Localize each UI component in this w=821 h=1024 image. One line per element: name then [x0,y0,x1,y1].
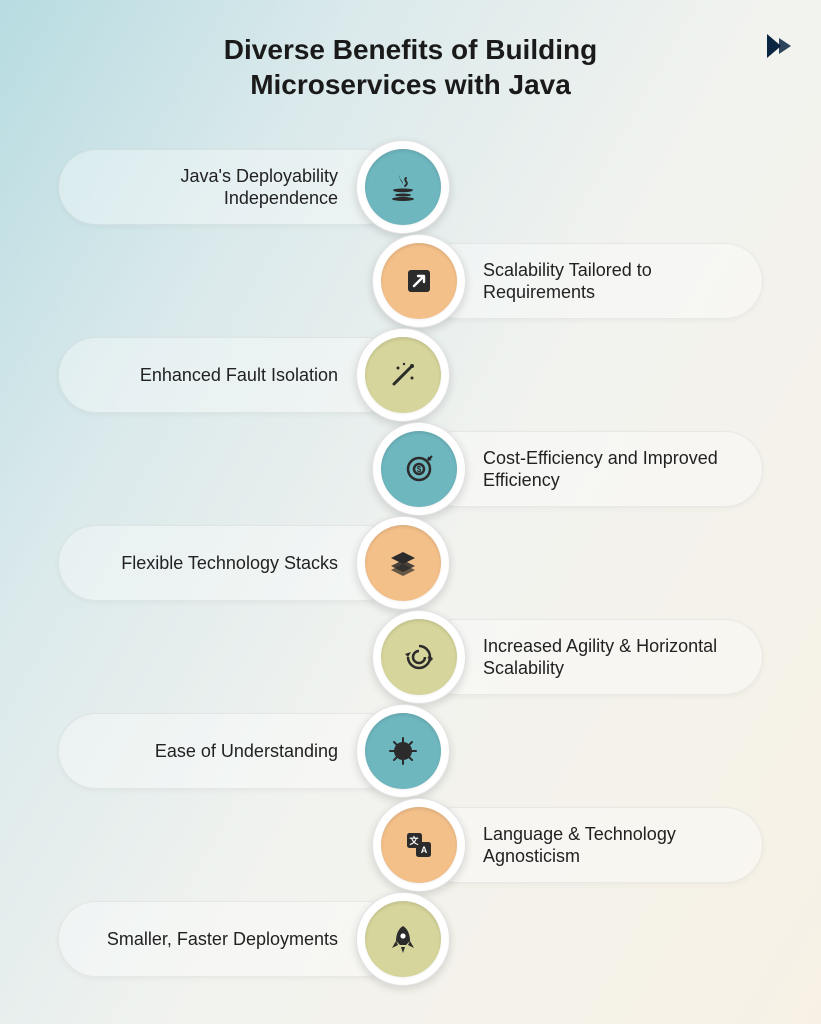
benefit-row: Smaller, Faster Deployments [0,892,821,986]
benefit-pill: Language & Technology Agnosticism [418,807,763,883]
benefit-row: Scalability Tailored to Requirements [0,234,821,328]
benefit-node [356,892,450,986]
benefit-pill: Scalability Tailored to Requirements [418,243,763,319]
benefit-node-inner [381,431,457,507]
title-line-2: Microservices with Java [250,69,571,100]
benefit-node-inner [381,619,457,695]
benefit-node [356,140,450,234]
benefit-label: Flexible Technology Stacks [121,552,338,575]
rocket-icon [386,922,420,956]
benefit-node [372,234,466,328]
benefit-node-inner [365,713,441,789]
benefit-pill: Increased Agility & Horizontal Scalabili… [418,619,763,695]
benefit-row: Flexible Technology Stacks [0,516,821,610]
benefit-node [372,422,466,516]
benefit-row: Ease of Understanding [0,704,821,798]
benefit-pill: Cost-Efficiency and Improved Efficiency [418,431,763,507]
benefit-label: Increased Agility & Horizontal Scalabili… [483,635,736,680]
benefit-node [356,704,450,798]
benefit-node [372,798,466,892]
page-title: Diverse Benefits of Building Microservic… [0,0,821,102]
java-icon [386,170,420,204]
benefit-label: Cost-Efficiency and Improved Efficiency [483,447,736,492]
headgear-icon [386,734,420,768]
benefit-label: Java's Deployability Independence [85,165,338,210]
title-line-1: Diverse Benefits of Building [224,34,597,65]
target-icon [402,452,436,486]
benefit-label: Language & Technology Agnosticism [483,823,736,868]
wand-icon [386,358,420,392]
translate-icon [402,828,436,862]
expand-icon [402,264,436,298]
benefit-pill: Ease of Understanding [58,713,403,789]
benefit-label: Ease of Understanding [155,740,338,763]
layers-icon [386,546,420,580]
benefit-label: Scalability Tailored to Requirements [483,259,736,304]
benefit-node-inner [365,337,441,413]
cycle-icon [402,640,436,674]
benefit-node-inner [381,243,457,319]
benefit-row: Increased Agility & Horizontal Scalabili… [0,610,821,704]
benefit-node-inner [381,807,457,883]
benefit-row: Java's Deployability Independence [0,140,821,234]
benefit-pill: Enhanced Fault Isolation [58,337,403,413]
benefit-node-inner [365,149,441,225]
benefit-node-inner [365,901,441,977]
benefit-row: Enhanced Fault Isolation [0,328,821,422]
benefit-node [372,610,466,704]
benefit-node [356,328,450,422]
benefit-pill: Java's Deployability Independence [58,149,403,225]
benefit-pill: Smaller, Faster Deployments [58,901,403,977]
brand-logo-icon [761,28,797,64]
benefit-node [356,516,450,610]
benefit-row: Cost-Efficiency and Improved Efficiency [0,422,821,516]
benefit-label: Smaller, Faster Deployments [107,928,338,951]
benefit-label: Enhanced Fault Isolation [140,364,338,387]
benefit-pill: Flexible Technology Stacks [58,525,403,601]
benefit-node-inner [365,525,441,601]
benefit-row: Language & Technology Agnosticism [0,798,821,892]
